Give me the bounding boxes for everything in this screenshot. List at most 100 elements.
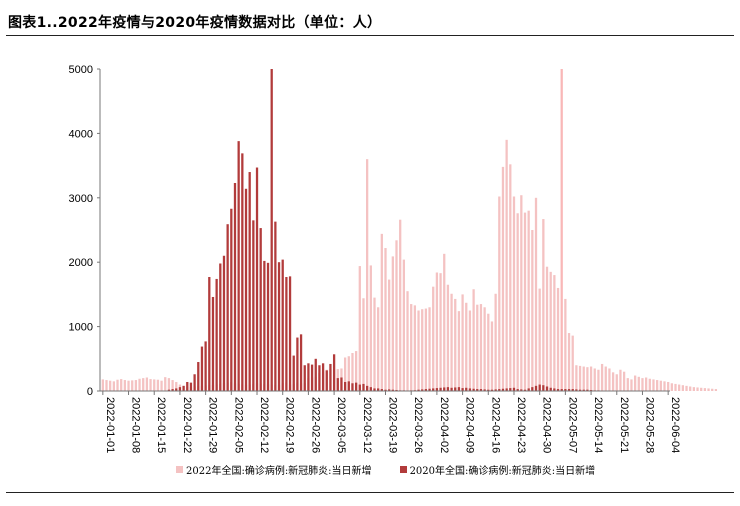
series-2022-bar [611,372,615,391]
series-2022-bar [498,196,501,391]
legend-swatch-2022 [176,466,183,473]
series-2020-bar [446,387,450,391]
series-2022-bar [142,378,145,391]
legend-item-2022: 2022年全国:确诊病例:新冠肺炎:当日新增 [176,462,372,477]
series-2020-bar [575,389,578,391]
series-2022-bar [667,381,670,391]
series-2022-bar [432,286,435,391]
series-2020-bar [193,374,196,391]
series-2020-bar [186,381,189,391]
series-2022-bar [545,266,549,391]
series-2022-bar [101,379,104,391]
series-2022-bar [388,279,391,391]
series-2020-bar [472,388,475,391]
series-2020-bar [417,389,420,391]
series-2020-bars [167,69,640,391]
series-2022-bar [700,387,703,391]
series-2022-bar [578,365,582,391]
series-2020-bar [285,277,288,391]
series-2022-bar [131,380,134,391]
series-2022-bar [571,335,574,391]
series-2020-bar [586,389,589,391]
series-2020-bar [329,363,332,391]
series-2020-bar [332,354,336,391]
series-2020-bar [377,388,380,391]
series-2020-bar [443,387,446,391]
series-2020-bar [523,389,527,391]
series-2020-bar [483,389,486,391]
x-tick-labels: 2022-01-01 2022-01-08 2022-01-15 2022-01-22… [102,391,681,453]
series-2020-bar [490,389,494,391]
series-2020-bar [314,358,317,391]
series-2020-bar [244,188,248,391]
x-tick-label: 2022-01-01 [104,397,116,453]
legend-label-2022: 2022年全国:确诊病例:新冠肺炎:当日新增 [186,466,372,477]
series-2020-bar [307,363,310,391]
series-2022-bar [465,302,468,391]
series-2020-bar [288,276,292,391]
series-2020-bar [310,364,314,391]
series-2022-bar [531,230,534,391]
series-2022-bar [105,380,108,391]
series-2020-bar [582,389,585,391]
series-2022-bar [351,353,354,391]
series-2022-bar [490,321,494,391]
series-2022-bar [366,159,369,391]
series-2020-bar [487,389,490,391]
series-2022-bar [633,375,637,391]
series-2020-bar [457,387,461,391]
x-tick-label: 2022-04-02 [438,397,450,453]
series-2020-bar [358,384,361,391]
series-2020-bar [233,182,237,391]
series-2020-bar [556,389,560,391]
series-2022-bar [622,371,626,391]
series-2020-bar [299,334,303,391]
series-2020-bar [450,387,453,391]
x-tick-label: 2022-01-08 [130,397,142,453]
series-2020-bar [501,388,505,391]
x-tick-label: 2022-04-09 [464,397,476,453]
series-2022-bar [670,383,673,391]
series-2020-bar [542,385,545,391]
series-2020-bar [182,385,185,391]
series-2022-bar [523,212,527,391]
series-2020-bar [560,389,563,391]
series-2020-bar [538,384,541,391]
series-2022-bar [538,288,541,391]
series-2022-bar [630,379,633,391]
series-2022-bar [645,377,648,391]
series-2022-bar [604,366,607,391]
series-2022-bar [582,366,585,391]
series-2020-bar [454,387,457,391]
series-2022-bar [678,384,681,391]
series-2022-bar [534,197,538,391]
y-tick-label: 3000 [69,193,93,205]
series-2020-bar [255,167,259,391]
y-tick-label: 5000 [69,64,93,76]
series-2022-bars [101,69,718,391]
series-2020-bar [219,263,222,391]
series-2020-bar [266,262,270,391]
series-2020-bar [274,221,277,391]
series-2022-bar [153,379,156,391]
series-2020-bar [189,382,193,391]
series-2022-bar [501,166,505,391]
series-2022-bar [149,379,152,391]
series-2020-bar [197,362,200,391]
y-tick-labels: 0 1000 2000 3000 4000 5000 [69,64,100,398]
x-tick-label: 2022-05-07 [566,397,578,453]
series-2020-bar [527,388,530,391]
x-tick-label: 2022-03-12 [361,397,373,453]
series-2022-bar [714,389,718,391]
series-2022-bar [109,380,112,391]
series-2020-bar [259,228,262,391]
x-tick-label: 2022-04-16 [489,397,501,453]
series-2022-bar [659,380,662,391]
series-2020-bar [494,389,497,391]
series-2020-bar [424,389,428,391]
series-2022-bar [556,287,560,391]
series-2020-bar [222,255,226,391]
series-2020-bar [520,389,523,391]
series-2022-bar [696,387,699,391]
series-2020-bar [351,383,354,391]
